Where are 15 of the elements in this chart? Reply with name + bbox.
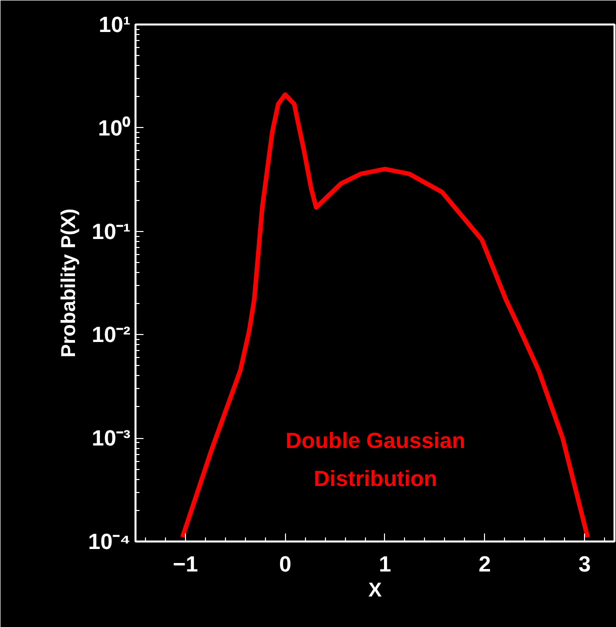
x-tick-label: 0 — [279, 552, 292, 576]
y-tick-label: 10⁻³ — [92, 426, 130, 451]
x-tick-label: 1 — [378, 552, 392, 576]
annotation: Double Gaussian Distribution — [286, 428, 466, 491]
y-tick-label: 10⁰ — [98, 115, 131, 140]
x-tick-label: 3 — [578, 552, 591, 576]
y-tick-label: 10¹ — [98, 12, 130, 37]
y-tick-label: 10⁻⁴ — [88, 529, 131, 554]
x-axis-title: X — [368, 580, 382, 602]
y-tick-label: 10⁻¹ — [92, 218, 130, 244]
y-axis-title: Probability P(X) — [58, 208, 80, 358]
x-tick-label: −1 — [172, 552, 198, 576]
y-tick-label: 10⁻² — [92, 322, 130, 348]
x-tick-label: 2 — [478, 552, 491, 576]
line-series — [180, 92, 590, 540]
